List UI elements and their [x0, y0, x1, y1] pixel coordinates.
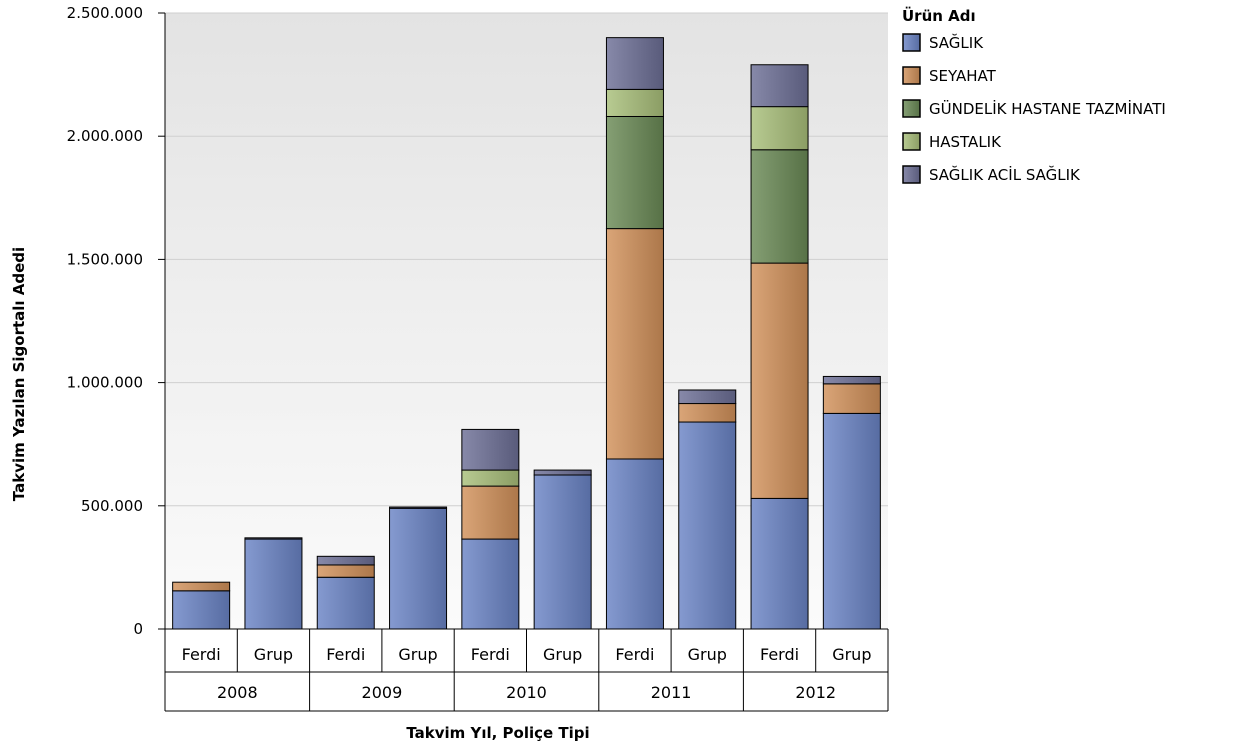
bar-segment: [822, 375, 881, 385]
axes: 0 500.000 1.000.000 1.500.000 2.000.000 2.500…: [67, 4, 889, 712]
x-category-label: Grup: [688, 645, 727, 664]
legend-swatch: [902, 132, 921, 151]
bar-segment: [750, 64, 809, 108]
bar-segment: [316, 564, 375, 578]
bars: [172, 37, 881, 630]
y-tick-label: 1.000.000: [67, 374, 143, 392]
x-year-label: 2010: [506, 683, 547, 702]
x-year-label: 2011: [651, 683, 692, 702]
bar-segment: [389, 506, 448, 509]
bar-segment: [750, 149, 809, 264]
y-tick-label: 0: [133, 620, 143, 638]
bar-segment: [316, 555, 375, 566]
legend-swatch: [902, 99, 921, 118]
bar-segment: [605, 115, 664, 230]
x-category-label: Grup: [832, 645, 871, 664]
legend-title: Ürün Adı: [902, 6, 976, 25]
x-category-label: Ferdi: [326, 645, 365, 664]
bar-segment: [244, 538, 303, 630]
x-category-label: Grup: [398, 645, 437, 664]
bar-segment: [605, 228, 664, 460]
x-category-label: Grup: [254, 645, 293, 664]
bar-segment: [533, 469, 592, 476]
bar-segment: [605, 88, 664, 117]
legend-swatch: [902, 33, 921, 52]
bar-segment: [750, 262, 809, 499]
bar-segment: [678, 421, 737, 630]
bar-segment: [678, 389, 737, 405]
y-tick-label: 2.000.000: [67, 127, 143, 145]
bar-segment: [750, 497, 809, 630]
bar-segment: [316, 576, 375, 630]
bar-segment: [172, 581, 231, 592]
x-category-label: Ferdi: [760, 645, 799, 664]
bar-segment: [461, 469, 520, 487]
x-category-label: Ferdi: [615, 645, 654, 664]
bar-segment: [533, 474, 592, 630]
legend-swatch: [902, 165, 921, 184]
legend-swatch: [902, 66, 921, 85]
x-year-label: 2012: [795, 683, 836, 702]
y-axis-title: Takvim Yazılan Sigortalı Adedi: [10, 247, 28, 501]
x-category-label: Ferdi: [182, 645, 221, 664]
legend: Ürün Adı SAĞLIK SEYAHAT GÜNDELİK HASTANE TA…: [902, 6, 1166, 184]
bar-segment: [172, 590, 231, 630]
legend-label: GÜNDELİK HASTANE TAZMİNATI: [929, 99, 1166, 118]
bar-segment: [678, 403, 737, 423]
x-year-label: 2009: [362, 683, 403, 702]
y-tick-label: 500.000: [81, 497, 143, 515]
legend-label: SAĞLIK: [929, 33, 984, 52]
legend-label: SEYAHAT: [929, 67, 997, 85]
bar-segment: [389, 507, 448, 630]
bar-segment: [605, 37, 664, 90]
bar-segment: [461, 485, 520, 540]
bar-segment: [750, 106, 809, 151]
bar-segment: [822, 412, 881, 630]
y-tick-label: 2.500.000: [67, 4, 143, 22]
bar-segment: [461, 538, 520, 630]
x-year-label: 2008: [217, 683, 258, 702]
bar-segment: [461, 428, 520, 471]
y-tick-label: 1.500.000: [67, 250, 143, 268]
bar-segment: [822, 383, 881, 414]
x-category-label: Ferdi: [471, 645, 510, 664]
bar-segment: [244, 537, 303, 540]
bar-segment: [605, 458, 664, 630]
x-axis-title: Takvim Yıl, Poliçe Tipi: [406, 724, 589, 742]
x-category-label: Grup: [543, 645, 582, 664]
legend-label: SAĞLIK ACİL SAĞLIK: [929, 165, 1081, 184]
legend-label: HASTALIK: [929, 133, 1002, 151]
